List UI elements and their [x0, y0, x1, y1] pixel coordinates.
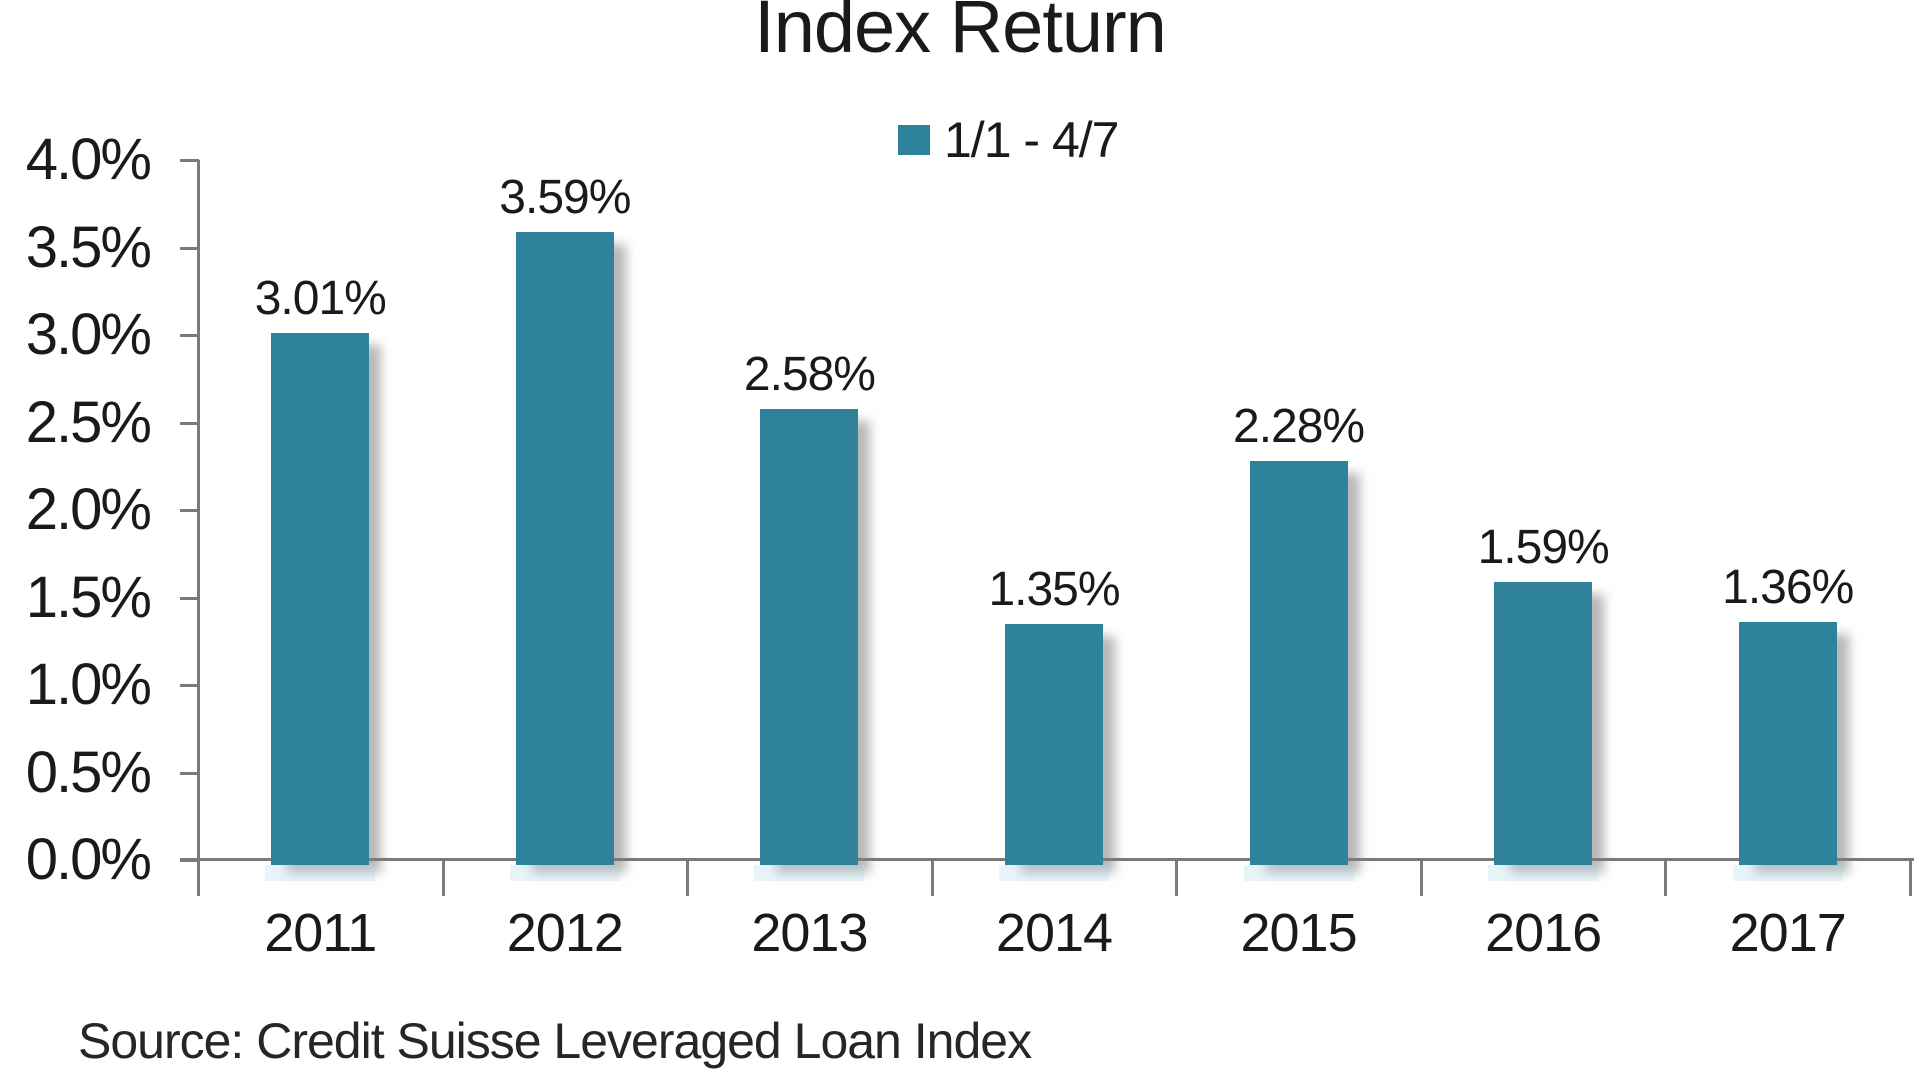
bar-value-label: 3.59%: [499, 170, 631, 224]
y-axis-tick-label: 0.0%: [25, 827, 152, 892]
x-axis-tick: [441, 858, 445, 896]
x-axis-tick: [1175, 858, 1179, 896]
legend: 1/1 - 4/7: [898, 110, 1119, 170]
legend-swatch-icon: [898, 125, 930, 155]
bar-value-label: 1.35%: [988, 562, 1120, 616]
y-axis-tick: [180, 421, 199, 425]
y-axis-tick: [180, 684, 199, 687]
bar: [999, 623, 1109, 882]
bar: [509, 231, 620, 882]
x-axis-tick: [1909, 858, 1912, 896]
y-axis-tick: [180, 334, 199, 337]
x-axis-tick: [1664, 858, 1668, 896]
bar-value-label: 2.28%: [1233, 400, 1365, 453]
x-axis-category-label: 2017: [1729, 903, 1847, 963]
x-axis-category-label: 2016: [1485, 903, 1602, 963]
y-axis-line: [197, 160, 200, 896]
bar-value-label: 1.59%: [1477, 520, 1610, 574]
y-axis-tick-label: 1.5%: [25, 564, 152, 630]
y-axis-tick-label: 2.0%: [25, 477, 152, 542]
y-axis-tick: [180, 771, 199, 775]
x-axis-tick: [197, 858, 200, 896]
y-axis-tick: [180, 159, 199, 162]
bar-value-label: 3.01%: [254, 272, 387, 326]
y-axis-tick-label: 4.0%: [25, 127, 152, 192]
bar: [265, 333, 376, 881]
x-axis-tick: [1419, 858, 1423, 896]
x-axis-category-label: 2014: [995, 903, 1113, 963]
x-axis-tick: [930, 858, 934, 896]
bar-value-label: 2.58%: [743, 347, 876, 401]
x-axis-category-label: 2011: [264, 903, 377, 963]
x-axis-category-label: 2013: [751, 903, 868, 963]
x-axis-category-label: 2015: [1240, 903, 1357, 963]
source-note: Source: Credit Suisse Leveraged Loan Ind…: [78, 1013, 1032, 1069]
y-axis-tick-label: 1.0%: [25, 652, 152, 717]
y-axis-tick-label: 2.5%: [25, 389, 152, 455]
chart-title: Index Return: [754, 0, 1167, 68]
x-axis-tick: [686, 858, 690, 896]
bar: [754, 408, 865, 881]
x-axis-category-label: 2012: [506, 903, 624, 963]
y-axis-tick: [180, 596, 199, 600]
legend-label: 1/1 - 4/7: [944, 112, 1119, 168]
bar-value-label: 1.36%: [1722, 561, 1854, 614]
y-axis-tick: [180, 246, 199, 250]
y-axis-tick-label: 3.5%: [25, 214, 152, 280]
bar: [1732, 622, 1843, 881]
y-axis-tick-label: 0.5%: [25, 739, 152, 805]
bar: [1243, 461, 1354, 881]
bar: [1488, 581, 1599, 882]
y-axis-tick-label: 3.0%: [25, 302, 152, 367]
y-axis-tick: [180, 509, 199, 512]
